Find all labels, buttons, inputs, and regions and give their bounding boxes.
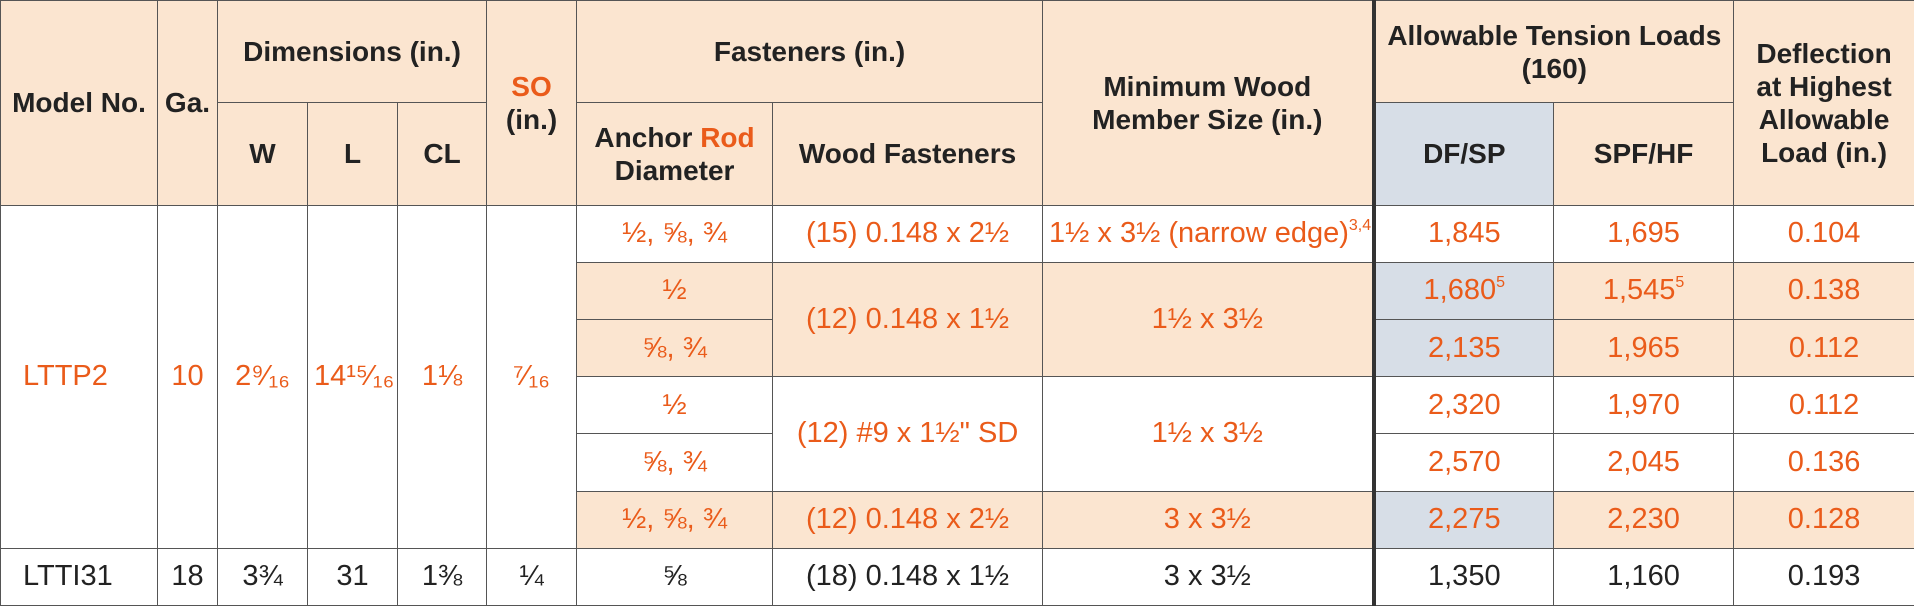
anchor-cell: ½ — [576, 261, 774, 321]
deflection-cell: 0.128 — [1733, 490, 1914, 549]
header-row-2: W L CL Anchor Rod Diameter Wood Fasteners… — [1, 102, 1914, 206]
cl-cell: 1⅜ — [396, 547, 488, 606]
anchor-cell: ⅝ — [576, 547, 774, 606]
w-cell: 3¾ — [217, 547, 308, 606]
dfsp-value: 1,680 — [1423, 274, 1497, 307]
ga-cell: 10 — [157, 204, 218, 549]
so-cell: ¼ — [486, 547, 578, 606]
header-dimensions: Dimensions (in.) — [216, 0, 488, 104]
model-cell: LTTI31 — [0, 547, 158, 606]
anchor-cell: ½, ⅝, ¾ — [576, 490, 774, 549]
header-fasteners: Fasteners (in.) — [576, 0, 1044, 104]
deflection-cell: 0.138 — [1733, 261, 1914, 321]
wood-cell: 3 x 3½ — [1042, 490, 1375, 549]
header-deflection: Deflection at Highest Allowable Load (in… — [1733, 0, 1914, 206]
header-row-1: Model No. Ga. Dimensions (in.) SO (in.) F… — [0, 0, 1914, 206]
anchor-cell: ½ — [576, 376, 774, 435]
spfhf-cell: 2,230 — [1553, 490, 1735, 549]
header-anchor-post: Diameter — [614, 154, 735, 186]
anchor-cell: ⅝, ¾ — [576, 319, 774, 378]
wood-cell: 3 x 3½ — [1042, 547, 1375, 606]
dfsp-footnote: 5 — [1496, 274, 1506, 292]
table-row: LTTP2 10 2⁹⁄₁₆ 14¹⁵⁄₁₆ 1⅛ ⁷⁄₁₆ ½, ⅝, ¾ (… — [0, 204, 1914, 549]
spfhf-cell: 1,965 — [1553, 319, 1735, 378]
header-cl: CL — [396, 102, 488, 206]
table-row: LTTI31 18 3¾ 31 1⅜ ¼ ⅝ (18) 0.148 x 1½ 3… — [0, 547, 1914, 606]
header-model-no: Model No. — [0, 0, 158, 206]
fastener-cell: (15) 0.148 x 2½ — [772, 204, 1044, 263]
spfhf-cell: 1,5455 — [1553, 261, 1735, 321]
header-ga: Ga. — [157, 0, 218, 206]
header-so-label: SO — [511, 70, 552, 102]
fastener-cell: (12) #9 x 1½" SD — [772, 376, 1044, 492]
spfhf-footnote: 5 — [1675, 274, 1685, 292]
table-row: ½ (12) 0.148 x 1½ 1½ x 3½ 1,6805 1,5455 … — [1, 261, 1914, 378]
anchor-cell: ⅝, ¾ — [576, 433, 774, 492]
l-cell: 14¹⁵⁄₁₆ — [307, 204, 398, 549]
dfsp-cell: 2,135 — [1371, 319, 1555, 378]
header-anchor-rod: Rod — [700, 121, 755, 153]
dfsp-cell: 1,845 — [1371, 204, 1555, 263]
spfhf-cell: 1,160 — [1553, 547, 1735, 606]
deflection-cell: 0.112 — [1733, 376, 1914, 435]
table-row: ½, ⅝, ¾ (12) 0.148 x 2½ 3 x 3½ 2,275 2,2… — [1, 490, 1914, 549]
wood-cell: 1½ x 3½ (narrow edge)3,4 — [1042, 204, 1375, 263]
table-row: ⅝, ¾ 2,135 1,965 0.112 — [1, 319, 1914, 378]
deflection-cell: 0.112 — [1733, 319, 1914, 378]
dfsp-cell: 2,275 — [1371, 490, 1555, 549]
deflection-cell: 0.136 — [1733, 433, 1914, 492]
header-anchor-pre: Anchor — [594, 121, 701, 153]
header-w: W — [217, 102, 308, 206]
header-anchor: Anchor Rod Diameter — [576, 102, 774, 206]
deflection-cell: 0.193 — [1733, 547, 1914, 606]
wood-footnote: 3,4 — [1348, 217, 1372, 235]
spfhf-cell: 2,045 — [1553, 433, 1735, 492]
so-cell: ⁷⁄₁₆ — [486, 204, 578, 549]
dfsp-cell: 1,6805 — [1371, 261, 1555, 321]
fastener-cell: (12) 0.148 x 1½ — [772, 261, 1044, 378]
dfsp-cell: 1,350 — [1371, 547, 1555, 606]
ga-cell: 18 — [157, 547, 218, 606]
fastener-cell: (12) 0.148 x 2½ — [772, 490, 1044, 549]
dfsp-cell: 2,320 — [1371, 376, 1555, 435]
header-so: SO (in.) — [486, 0, 578, 206]
l-cell: 31 — [307, 547, 398, 606]
model-cell: LTTP2 — [0, 204, 158, 549]
anchor-cell: ½, ⅝, ¾ — [576, 204, 774, 263]
deflection-cell: 0.104 — [1733, 204, 1914, 263]
header-spfhf: SPF/HF — [1553, 102, 1735, 206]
cl-cell: 1⅛ — [396, 204, 488, 549]
wood-cell: 1½ x 3½ — [1042, 261, 1375, 378]
header-min-wood: Minimum Wood Member Size (in.) — [1042, 0, 1375, 206]
spfhf-cell: 1,695 — [1553, 204, 1735, 263]
header-wood-fasteners: Wood Fasteners — [772, 102, 1044, 206]
fastener-cell: (18) 0.148 x 1½ — [772, 547, 1044, 606]
w-cell: 2⁹⁄₁₆ — [217, 204, 308, 549]
header-allowable: Allowable Tension Loads (160) — [1371, 0, 1735, 104]
dfsp-cell: 2,570 — [1371, 433, 1555, 492]
header-dfsp: DF/SP — [1371, 102, 1555, 206]
wood-cell: 1½ x 3½ — [1042, 376, 1375, 492]
header-so-unit: (in.) — [505, 103, 558, 135]
spfhf-cell: 1,970 — [1553, 376, 1735, 435]
wood-text: 1½ x 3½ (narrow edge) — [1049, 217, 1349, 250]
header-l: L — [307, 102, 398, 206]
spfhf-value: 1,545 — [1602, 274, 1676, 307]
